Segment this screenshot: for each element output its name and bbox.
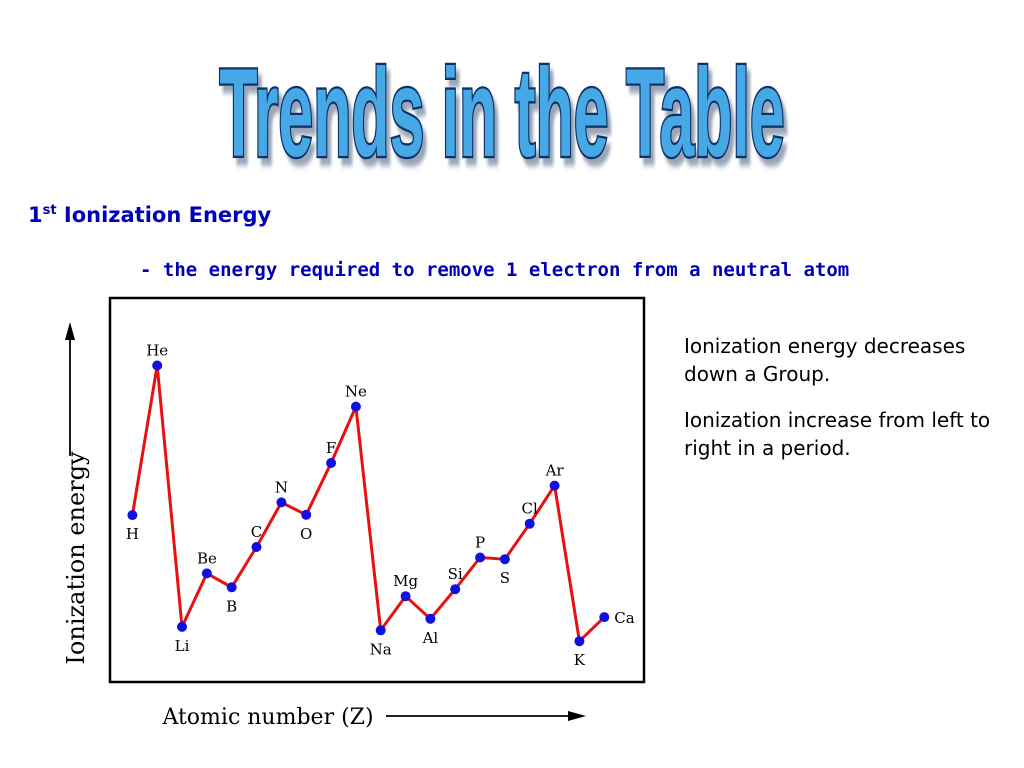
slide-title-graphic: Trends in the Table [218, 42, 787, 186]
point-label-ne: Ne [345, 383, 367, 401]
x-axis-arrowhead [568, 711, 586, 721]
section-heading: 1st Ionization Energy [28, 203, 271, 227]
note-group-trend: Ionization energy decreases down a Group… [684, 334, 966, 386]
point-label-k: K [574, 651, 586, 669]
data-point-be [201, 568, 212, 579]
point-label-ca: Ca [614, 609, 634, 627]
data-point-k [574, 636, 585, 647]
x-axis-label: Atomic number (Z) [161, 705, 373, 730]
data-point-ne [350, 401, 361, 412]
data-point-p [475, 552, 486, 563]
plot-layer: H He Li Be B C N O F Ne Na Mg Al Si PS Cl Ar K Ca [126, 342, 635, 670]
point-label-cl: Cl [522, 500, 538, 518]
heading-number: 1 [28, 203, 43, 227]
point-label-o: O [300, 525, 312, 543]
point-label-al: Al [422, 629, 439, 647]
data-point-he [152, 360, 163, 371]
point-label-ar: Ar [545, 462, 565, 480]
point-label-n: N [275, 478, 288, 496]
data-point-na [375, 625, 386, 636]
point-label-s: S [500, 569, 510, 587]
heading-text: Ionization Energy [56, 203, 272, 227]
point-label-he: He [146, 342, 168, 360]
data-point-li [177, 621, 187, 632]
slide-title: Trends in the Table [219, 43, 784, 184]
point-label-f: F [326, 439, 336, 457]
data-point-ar [549, 480, 560, 491]
heading-superscript: st [42, 203, 57, 218]
y-axis-label: Ionization energy [62, 451, 90, 665]
data-point-al [425, 613, 436, 624]
data-point-ca [599, 612, 610, 623]
point-label-li: Li [175, 637, 190, 655]
data-point-s [499, 554, 510, 565]
note-period-trend: Ionization increase from left to right i… [684, 408, 991, 460]
data-point-si [450, 584, 461, 595]
point-label-h: H [126, 525, 139, 543]
data-point-c [251, 542, 262, 552]
data-point-b [226, 582, 237, 593]
data-point-h [127, 510, 138, 521]
y-axis-arrowhead [65, 322, 75, 340]
point-label-c: C [251, 523, 262, 541]
point-label-p: P [475, 534, 485, 552]
data-point-cl [524, 518, 535, 529]
data-point-mg [400, 591, 411, 602]
definition-text: - the energy required to remove 1 electr… [140, 259, 850, 281]
data-point-n [276, 497, 287, 508]
data-point-f [326, 458, 337, 468]
point-label-be: Be [197, 549, 217, 567]
point-label-na: Na [370, 640, 392, 658]
point-label-mg: Mg [393, 572, 418, 590]
point-label-b: B [226, 597, 237, 615]
point-label-si: Si [448, 565, 463, 583]
plot-frame [108, 296, 646, 684]
data-point-o [301, 509, 312, 520]
